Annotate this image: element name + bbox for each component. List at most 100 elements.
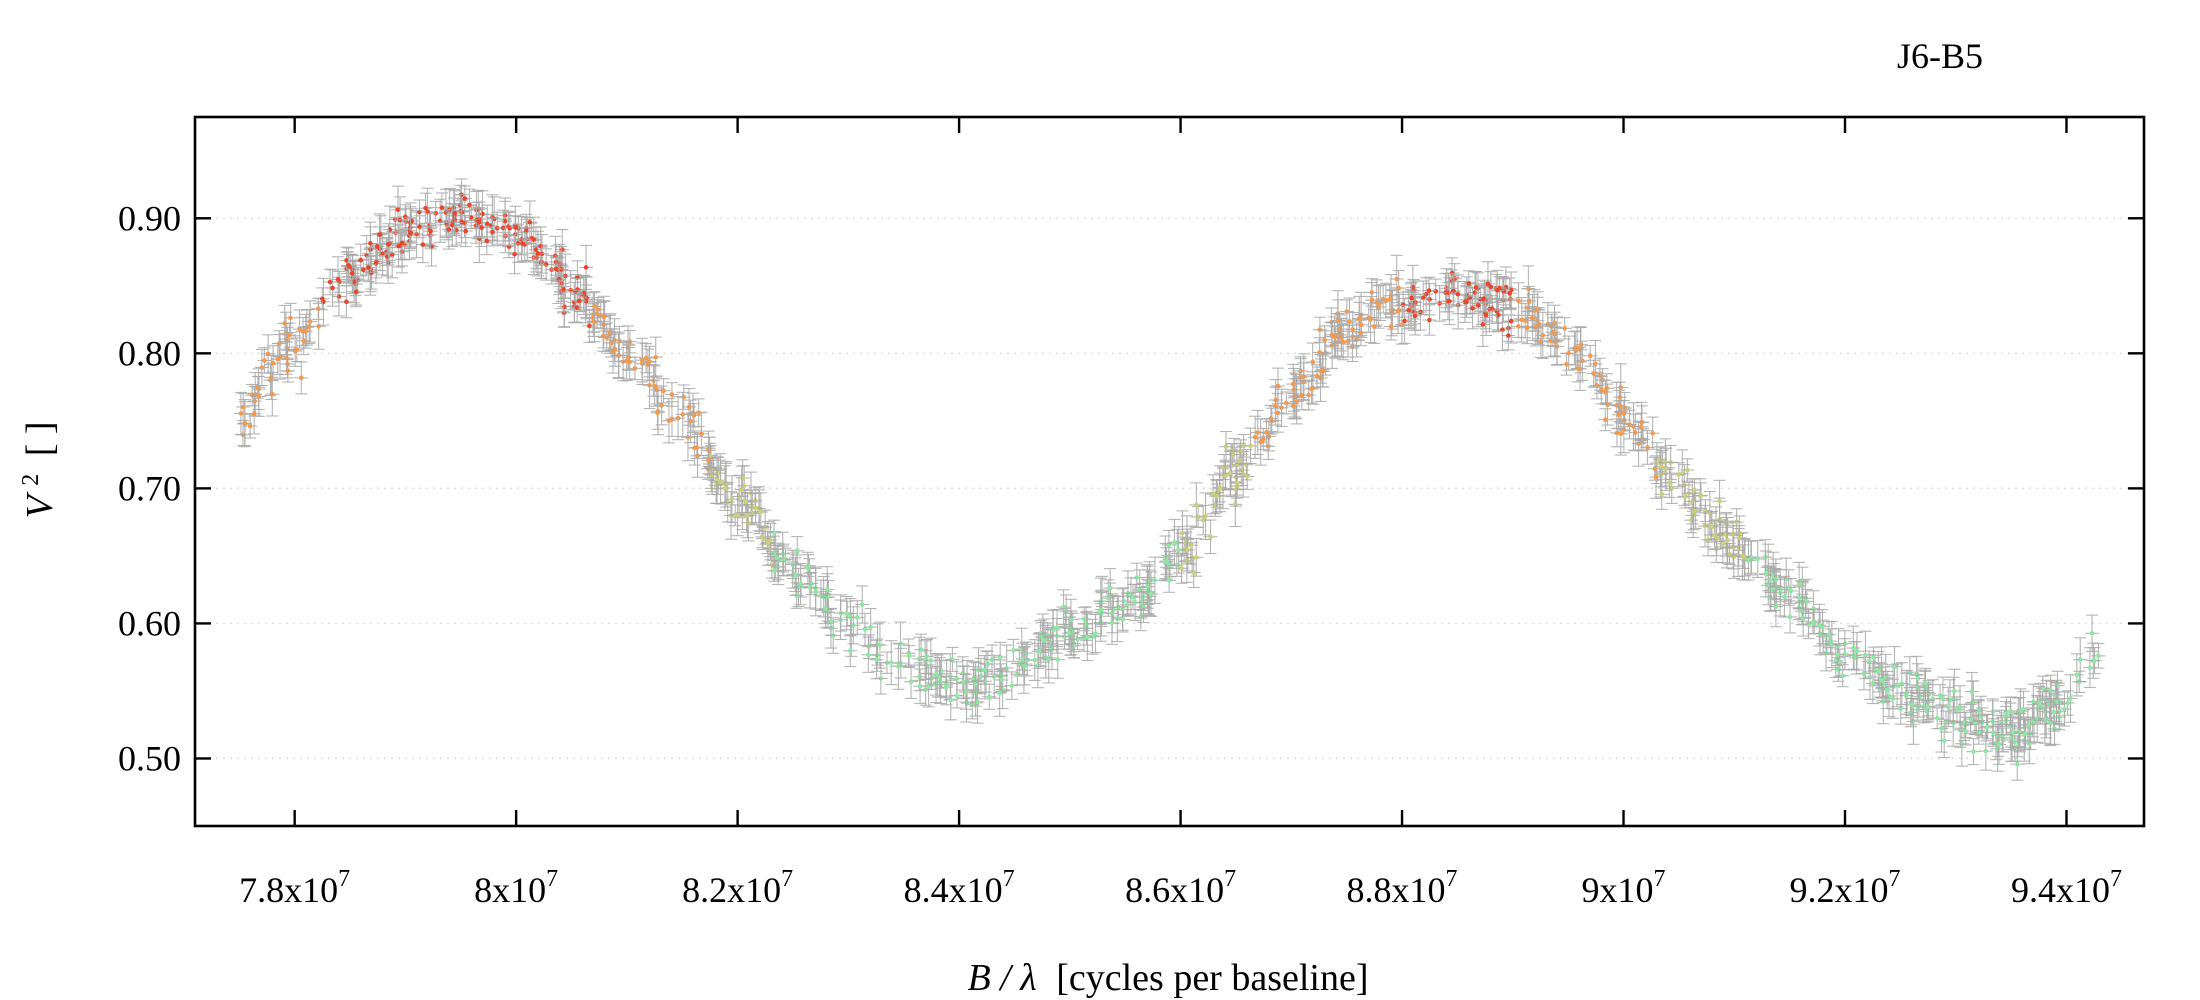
data-point <box>1017 646 1032 686</box>
x-tick-label: 8x107 <box>474 866 558 910</box>
data-point <box>236 392 251 422</box>
data-point <box>1050 608 1065 648</box>
data-point <box>283 302 298 333</box>
data-point <box>412 215 427 239</box>
data-point <box>818 593 833 625</box>
data-point <box>1964 671 1979 712</box>
y-tick-labels: 0.50 0.60 0.70 0.80 0.90 <box>118 198 181 778</box>
data-point <box>1389 254 1404 304</box>
data-point <box>950 683 965 709</box>
data-point <box>1741 540 1756 581</box>
data-point <box>939 676 954 699</box>
data-point <box>474 208 489 248</box>
data-point <box>247 392 262 435</box>
data-point <box>1622 409 1637 440</box>
data-point <box>1035 622 1050 654</box>
data-point <box>1471 283 1486 328</box>
data-point <box>958 673 973 710</box>
data-point <box>956 665 971 699</box>
data-point <box>872 621 887 669</box>
data-point <box>923 637 938 684</box>
x-tick-label: 8.8x107 <box>1347 866 1458 910</box>
data-point <box>251 376 266 417</box>
data-point <box>353 243 368 277</box>
data-point <box>711 456 726 490</box>
y-tick-label: 0.70 <box>118 468 181 508</box>
data-point <box>1598 379 1613 405</box>
data-point <box>1367 309 1382 345</box>
data-point <box>1159 547 1174 575</box>
data-point <box>347 260 362 304</box>
data-point <box>1543 324 1558 358</box>
data-point <box>1933 684 1948 707</box>
data-point <box>1712 479 1727 523</box>
data-point <box>1805 611 1820 635</box>
data-point <box>596 320 611 352</box>
data-point <box>1850 631 1865 671</box>
data-point <box>515 231 530 256</box>
data-point <box>1354 313 1369 336</box>
data-point <box>1966 738 1981 766</box>
x-tick-label: 8.6x107 <box>1125 866 1236 910</box>
data-point <box>1573 326 1588 363</box>
data-point <box>572 289 587 313</box>
data-point <box>1521 265 1536 312</box>
data-point <box>2087 647 2102 675</box>
data-point <box>277 304 292 342</box>
data-point <box>804 571 819 596</box>
data-point <box>1391 287 1406 335</box>
data-point <box>682 388 697 426</box>
data-point <box>280 359 295 383</box>
data-point <box>701 446 716 475</box>
data-point <box>1634 412 1649 442</box>
data-point <box>767 559 782 582</box>
data-point <box>713 459 728 505</box>
data-point <box>1314 358 1329 384</box>
data-point <box>1080 613 1095 662</box>
data-point <box>664 401 679 437</box>
data-point <box>361 252 376 283</box>
data-point <box>380 237 395 277</box>
data-point <box>800 551 815 585</box>
data-point <box>1345 312 1360 347</box>
data-point <box>1382 284 1397 315</box>
data-point <box>1391 269 1406 307</box>
data-point <box>441 209 456 250</box>
data-point <box>1174 552 1189 584</box>
data-point <box>245 383 260 407</box>
data-point <box>977 654 992 685</box>
data-point <box>970 680 985 724</box>
data-point <box>1092 600 1107 625</box>
data-point <box>418 192 433 224</box>
y-axis-title: V 2 [ ] <box>5 421 61 518</box>
data-point <box>294 361 309 395</box>
data-point <box>2043 701 2058 746</box>
y-axis-title-main: V <box>19 492 61 519</box>
data-point <box>648 336 663 378</box>
data-point <box>1720 516 1735 564</box>
x-tick-label: 9.2x107 <box>1790 866 1901 910</box>
data-point <box>808 567 823 617</box>
chart-title: J6-B5 <box>1897 36 1983 76</box>
data-point <box>349 278 364 306</box>
data-point <box>999 644 1014 692</box>
data-point <box>1490 269 1505 311</box>
data-point <box>1361 303 1376 333</box>
data-point <box>1384 312 1399 341</box>
data-point <box>1104 600 1119 645</box>
data-point <box>1685 478 1700 525</box>
data-point <box>1958 716 1973 746</box>
data-point <box>507 234 522 275</box>
data-point <box>1336 323 1351 361</box>
data-point <box>1902 656 1917 689</box>
data-point <box>1036 618 1051 663</box>
data-point <box>790 536 805 566</box>
data-point <box>1680 458 1695 482</box>
data-point <box>1050 640 1065 679</box>
data-point <box>1586 359 1601 388</box>
data-point <box>839 595 854 631</box>
data-point <box>1191 505 1206 529</box>
plot-frame <box>193 115 2146 828</box>
data-point <box>1662 467 1677 499</box>
